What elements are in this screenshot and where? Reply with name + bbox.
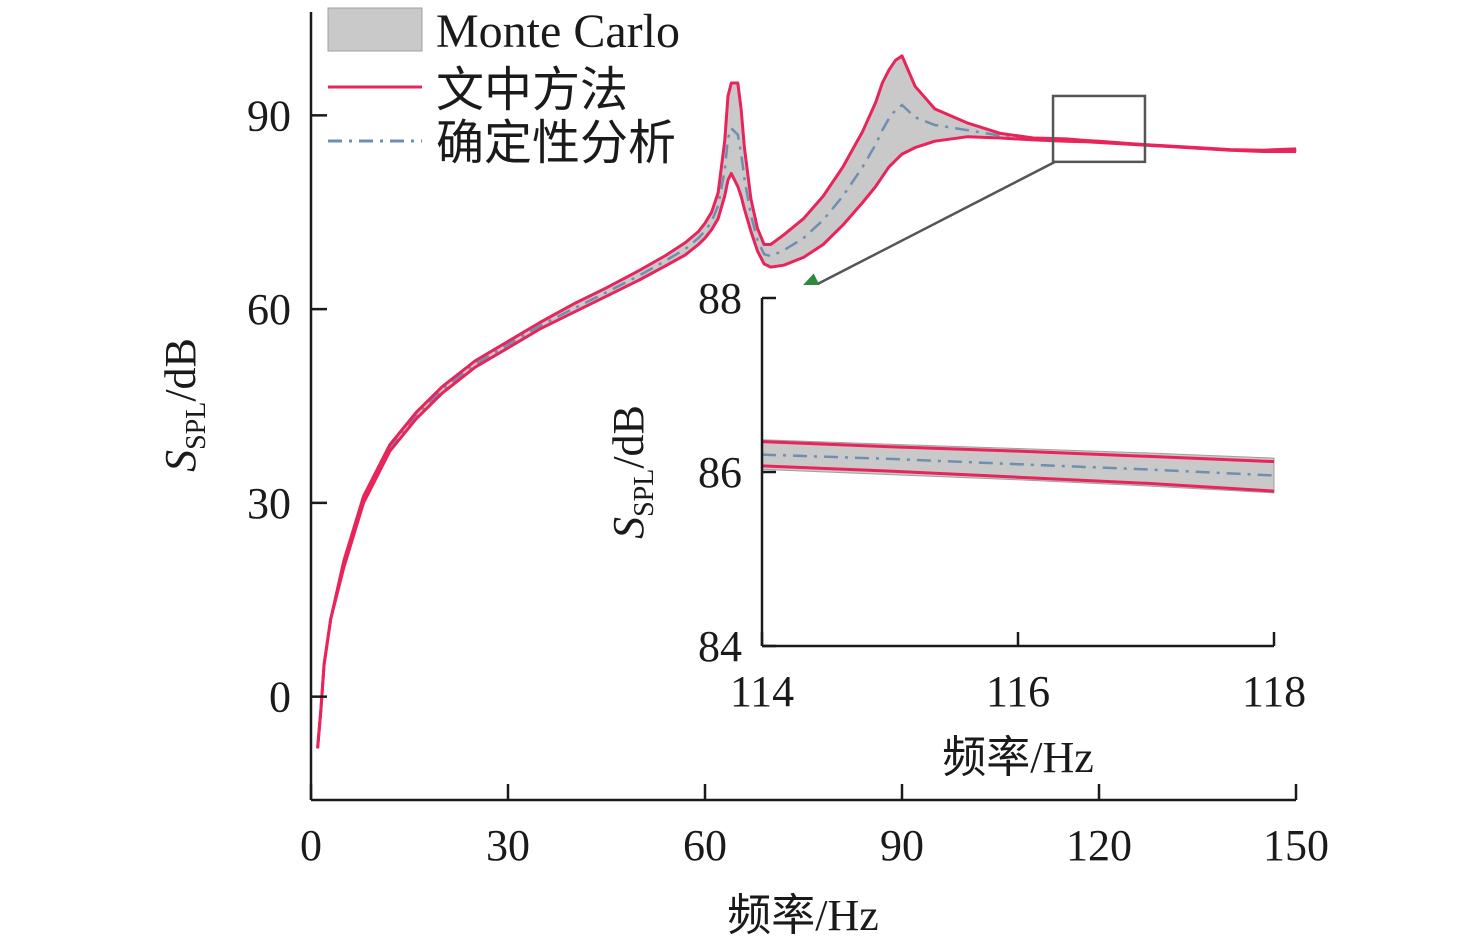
- main-x-tick-label: 90: [880, 821, 924, 870]
- main-x-axis-title: 频率/Hz: [727, 891, 879, 940]
- main-method-lower-line: [316, 135, 1296, 749]
- inset-y-tick-label: 84: [698, 622, 742, 671]
- zoom-box: [1051, 94, 1147, 164]
- legend-swatch-monte-carlo: [327, 7, 423, 52]
- main-method-upper-line: [316, 54, 1297, 749]
- inset-monte-carlo-band: [761, 439, 1275, 494]
- inset-x-tick-label: 116: [986, 667, 1050, 716]
- legend: Monte Carlo 文中方法 确定性分析: [327, 5, 680, 170]
- inset-ticks: 114 116 118 84 86 88: [698, 274, 1306, 716]
- inset-deterministic-line: [761, 453, 1275, 477]
- inset-y-tick-label: 86: [698, 448, 742, 497]
- main-ticks: 0 30 60 90 120 150 0 30 60 90: [247, 91, 1329, 870]
- main-x-tick-label: 60: [683, 821, 727, 870]
- legend-label-monte-carlo: Monte Carlo: [436, 5, 680, 58]
- main-plot: 0 30 60 90 120 150 0 30 60 90 频率/Hz SSPL/dB Monte…: [156, 5, 1329, 940]
- main-y-tick-label: 0: [269, 673, 291, 722]
- main-y-tick-label: 90: [247, 91, 291, 140]
- inset-plot: 114 116 118 84 86 88 频率/Hz SSPL/dB: [604, 274, 1306, 782]
- inset-x-tick-label: 118: [1242, 667, 1306, 716]
- main-x-tick-label: 30: [486, 821, 530, 870]
- zoom-arrow-line: [801, 160, 1056, 294]
- inset-x-axis-title: 频率/Hz: [942, 733, 1094, 782]
- main-x-tick-label: 120: [1066, 821, 1132, 870]
- inset-background: [700, 285, 1295, 755]
- inset-y-tick-label: 88: [698, 274, 742, 323]
- inset-method-upper-line: [761, 440, 1275, 464]
- main-y-tick-label: 60: [247, 285, 291, 334]
- main-y-tick-label: 30: [247, 479, 291, 528]
- main-x-tick-label: 0: [300, 821, 322, 870]
- inset-method-lower-line: [761, 464, 1275, 493]
- main-data-layer: [316, 54, 1297, 749]
- legend-label-method: 文中方法: [436, 64, 628, 117]
- inset-y-axis-title: SSPL/dB: [604, 405, 660, 539]
- inset-x-tick-label: 114: [730, 667, 794, 716]
- legend-label-deterministic: 确定性分析: [436, 117, 676, 170]
- main-x-tick-label: 150: [1263, 821, 1329, 870]
- main-y-axis-title: SSPL/dB: [156, 338, 212, 472]
- inset-data-layer: [761, 439, 1275, 494]
